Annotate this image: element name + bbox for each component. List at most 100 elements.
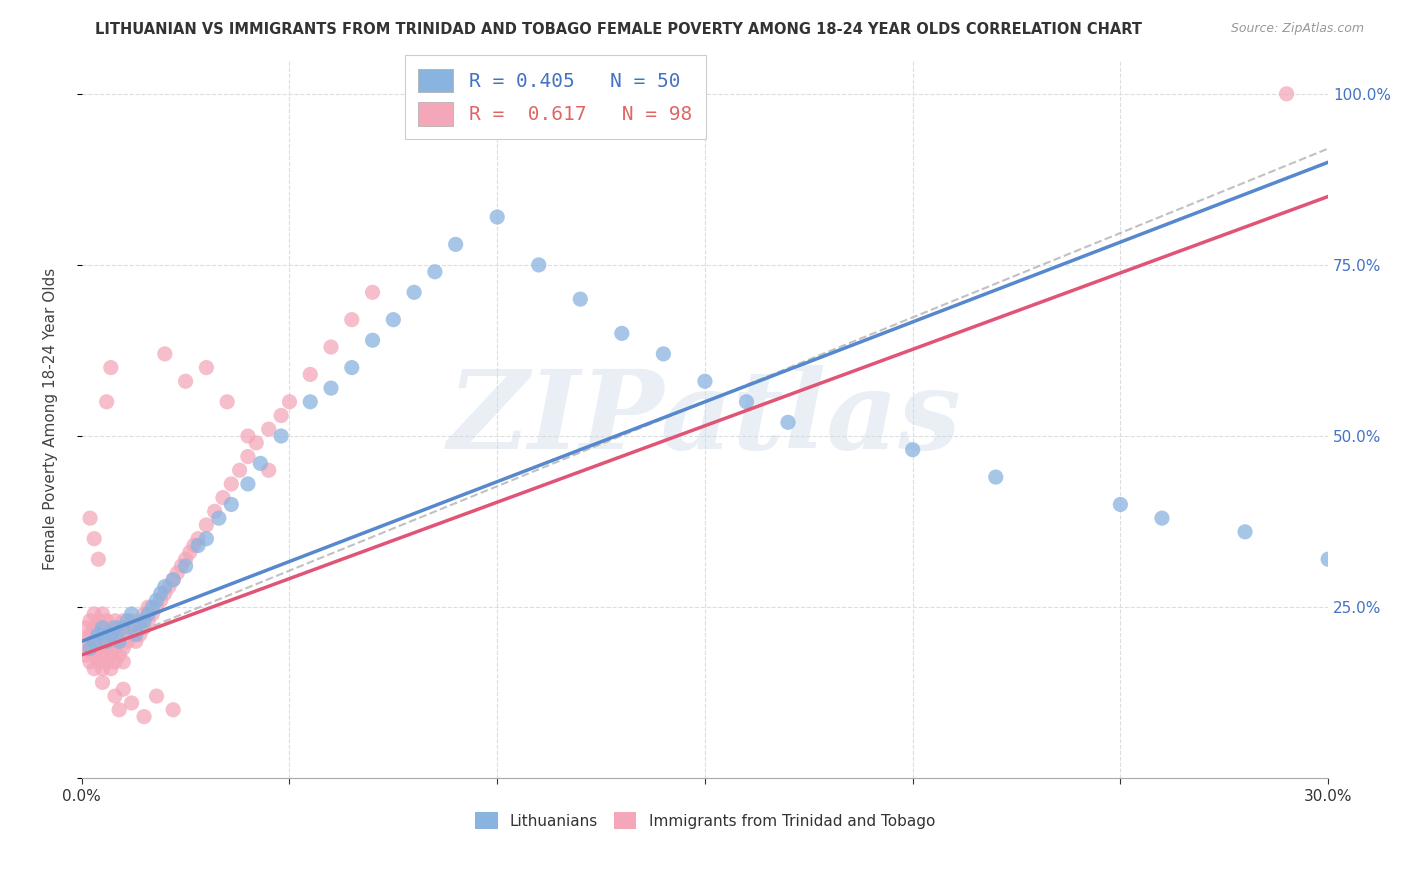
Point (108, 648, 131, 662)
Text: ZIPatlas: ZIPatlas (449, 365, 962, 473)
Point (735, 394, 758, 409)
Point (125, 634, 148, 648)
Point (423, 265, 446, 279)
Point (569, 292, 592, 306)
Point (83, 634, 105, 648)
Point (217, 394, 239, 409)
Point (132, 621, 155, 635)
Point (100, 360, 122, 375)
Point (100, 662, 122, 676)
Point (693, 374, 716, 388)
Point (319, 381, 342, 395)
Point (79, 641, 101, 656)
Point (257, 422, 280, 436)
Point (87, 614, 110, 628)
Point (91, 621, 114, 635)
Point (162, 573, 184, 587)
Point (486, 210, 509, 224)
Point (249, 457, 271, 471)
Point (128, 614, 150, 628)
Point (162, 703, 184, 717)
Point (79, 641, 101, 656)
Point (87, 655, 110, 669)
Point (382, 312, 405, 326)
Point (236, 429, 259, 443)
Point (361, 285, 384, 300)
Point (187, 532, 209, 546)
Point (228, 463, 250, 477)
Point (984, 470, 1007, 484)
Point (91, 607, 114, 621)
Point (79, 655, 101, 669)
Point (112, 641, 135, 656)
Point (141, 600, 163, 615)
Point (195, 532, 218, 546)
Point (145, 600, 167, 615)
Point (1234, 524, 1257, 539)
Point (100, 634, 122, 648)
Text: Source: ZipAtlas.com: Source: ZipAtlas.com (1230, 22, 1364, 36)
Point (221, 498, 243, 512)
Point (610, 326, 633, 341)
Point (212, 491, 235, 505)
Point (404, 285, 426, 300)
Point (128, 627, 150, 641)
Point (149, 593, 172, 607)
Point (96, 634, 118, 648)
Point (136, 600, 159, 615)
Point (299, 368, 322, 382)
Point (100, 627, 122, 641)
Point (75, 634, 97, 648)
Point (87, 641, 110, 656)
Point (91, 621, 114, 635)
Point (1109, 498, 1132, 512)
Point (104, 689, 127, 703)
Point (195, 360, 218, 375)
Point (121, 696, 143, 710)
Point (174, 374, 197, 388)
Point (83, 648, 105, 662)
Point (96, 627, 118, 641)
Point (112, 655, 135, 669)
Point (96, 655, 118, 669)
Point (340, 312, 363, 326)
Point (270, 429, 292, 443)
Point (117, 634, 139, 648)
Point (157, 580, 180, 594)
Point (112, 627, 135, 641)
Point (104, 655, 127, 669)
Point (104, 614, 127, 628)
Point (153, 586, 176, 600)
Point (136, 607, 159, 621)
Point (96, 641, 118, 656)
Point (208, 511, 231, 525)
Point (104, 621, 127, 635)
Point (91, 648, 114, 662)
Point (132, 709, 155, 723)
Point (108, 703, 131, 717)
Point (112, 614, 135, 628)
Point (183, 539, 205, 553)
Point (361, 333, 384, 347)
Point (75, 648, 97, 662)
Point (83, 607, 105, 621)
Point (96, 394, 118, 409)
Point (1275, 87, 1298, 101)
Point (128, 621, 150, 635)
Point (236, 477, 259, 491)
Point (108, 634, 131, 648)
Point (1150, 511, 1173, 525)
Point (117, 621, 139, 635)
Point (245, 435, 267, 450)
Point (83, 532, 105, 546)
Point (166, 566, 188, 580)
Point (79, 627, 101, 641)
Point (87, 627, 110, 641)
Point (145, 593, 167, 607)
Point (174, 552, 197, 566)
Point (340, 360, 363, 375)
Point (121, 614, 143, 628)
Point (162, 573, 184, 587)
Point (141, 607, 163, 621)
Point (153, 580, 176, 594)
